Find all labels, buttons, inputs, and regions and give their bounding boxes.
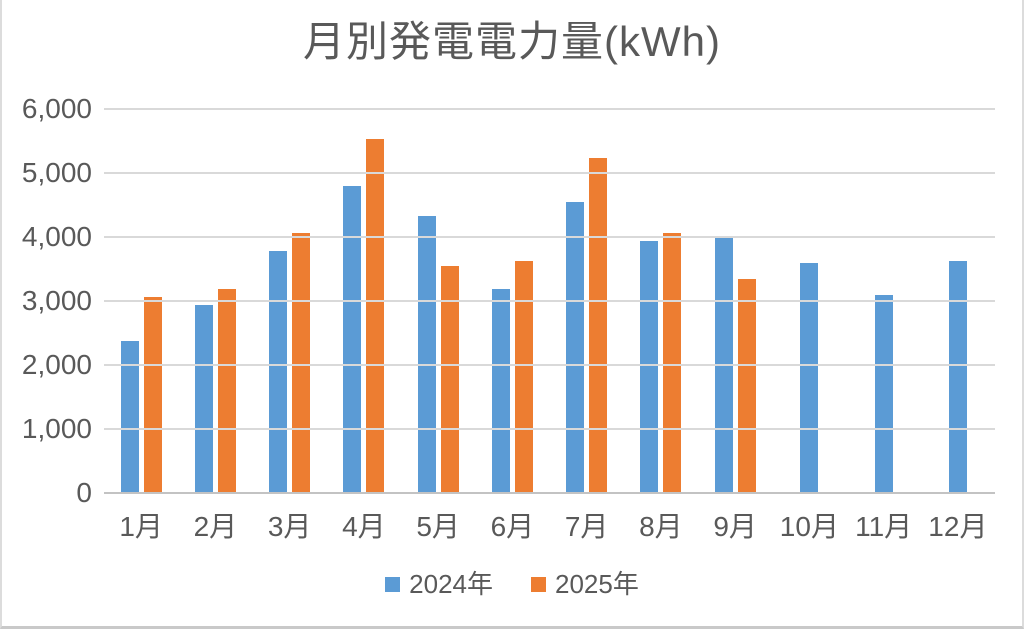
gridline-5,000: [104, 172, 995, 174]
legend-item-2024[interactable]: 2024年: [385, 570, 493, 598]
bar-2024年-11月[interactable]: [874, 295, 893, 493]
x-tick-label-7月: 7月: [564, 511, 609, 542]
bar-group-6月: [475, 109, 549, 493]
bar-2024年-2月[interactable]: [194, 305, 213, 493]
bar-2025年-1月[interactable]: [143, 296, 162, 493]
bar-2024年-4月[interactable]: [343, 186, 362, 493]
gridline-1,000: [104, 428, 995, 431]
bar-2025年-9月[interactable]: [737, 278, 756, 493]
bar-2024年-3月[interactable]: [269, 251, 288, 493]
legend-item-2025[interactable]: 2025年: [531, 570, 639, 598]
x-tick-label-6月: 6月: [490, 511, 535, 542]
y-axis: 0 1,000 2,000 3,000 4,000 5,000 6,000: [2, 95, 92, 507]
bar-2024年-12月[interactable]: [948, 261, 967, 493]
x-tick-label-1月: 1月: [119, 511, 163, 542]
gridline-2,000: [104, 364, 995, 367]
bar-2025年-5月[interactable]: [440, 266, 459, 493]
bar-2025年-4月[interactable]: [366, 139, 385, 493]
y-tick-label-2,000: 2,000: [21, 349, 92, 381]
x-tick-label-9月: 9月: [713, 511, 757, 542]
legend-swatch-2025-icon: [531, 576, 546, 592]
legend-label-2024: 2024年: [409, 569, 493, 599]
bar-group-12月: [921, 109, 995, 493]
bar-2025年-6月[interactable]: [514, 261, 533, 493]
bar-group-5月: [401, 109, 475, 493]
legend: 2024年 2025年: [2, 570, 1022, 598]
y-tick-label-3,000: 3,000: [21, 285, 92, 316]
x-axis: 1月 2月 3月 4月 5月 6月 7月 8月 9月 10月 11月 12月: [104, 511, 995, 543]
legend-label-2025: 2025年: [555, 569, 639, 599]
x-tick-label-5月: 5月: [416, 511, 460, 542]
bar-2024年-5月[interactable]: [417, 215, 436, 493]
x-tick-label-11月: 11月: [855, 511, 913, 542]
x-axis-line: [104, 492, 995, 494]
x-tick-label-12月: 12月: [928, 511, 988, 542]
bar-group-10月: [772, 109, 846, 493]
y-tick-label-1,000: 1,000: [21, 413, 92, 445]
bar-group-1月: [104, 109, 178, 493]
y-tick-label-0: 0: [76, 477, 92, 508]
plot-area[interactable]: [104, 108, 995, 494]
legend-swatch-2024-icon: [385, 576, 401, 592]
bar-group-2月: [178, 109, 252, 493]
gridline-3,000: [104, 300, 995, 302]
x-tick-label-4月: 4月: [342, 511, 386, 542]
y-tick-label-6,000: 6,000: [21, 93, 92, 124]
x-tick-label-2月: 2月: [193, 511, 238, 542]
chart-title[interactable]: 月別発電電力量(kWh): [303, 18, 721, 65]
bar-2025年-8月[interactable]: [663, 232, 682, 493]
bar-group-4月: [327, 109, 401, 493]
gridline-4,000: [104, 236, 995, 239]
bar-2025年-2月[interactable]: [217, 288, 236, 493]
bar-group-11月: [847, 109, 921, 493]
y-tick-label-4,000: 4,000: [21, 221, 92, 253]
gridline-6,000: [104, 108, 995, 110]
bar-2024年-8月[interactable]: [640, 240, 659, 493]
bar-2024年-1月[interactable]: [120, 340, 139, 493]
x-tick-label-10月: 10月: [779, 511, 839, 542]
bar-group-7月: [550, 109, 624, 493]
y-tick-label-5,000: 5,000: [21, 157, 92, 188]
x-tick-label-3月: 3月: [267, 511, 312, 542]
x-tick-label-8月: 8月: [639, 511, 683, 542]
bar-2024年-7月[interactable]: [566, 201, 585, 493]
bar-2025年-7月[interactable]: [589, 157, 608, 493]
bar-2024年-10月[interactable]: [800, 263, 819, 493]
bar-2024年-6月[interactable]: [491, 288, 510, 493]
